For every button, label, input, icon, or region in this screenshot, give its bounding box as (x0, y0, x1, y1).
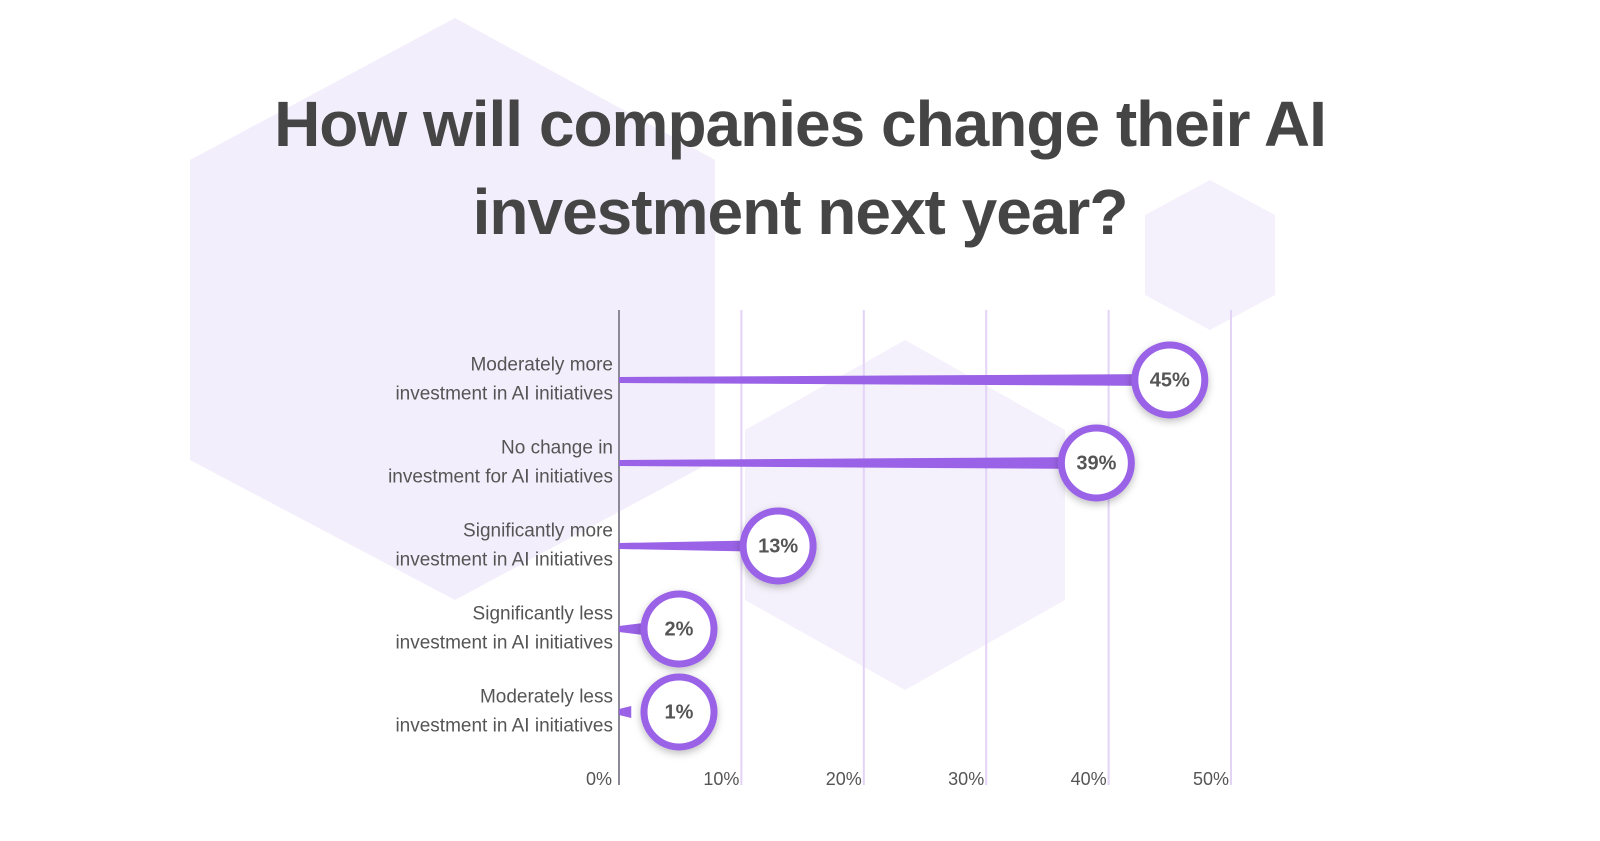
chart-title: How will companies change their AI inves… (274, 88, 1327, 248)
value-label: 45% (1150, 369, 1190, 391)
category-label: investment in AI initiatives (395, 633, 613, 654)
stem (619, 706, 632, 718)
stem (619, 457, 1097, 469)
stem (619, 540, 779, 552)
value-label: 2% (665, 618, 694, 640)
background (190, 18, 1275, 690)
value-bubble (640, 590, 718, 668)
x-tick-label: 40% (1071, 769, 1107, 789)
stem (619, 374, 1170, 386)
category-label: Significantly less (473, 604, 613, 625)
value-bubble (640, 673, 718, 751)
x-tick-label: 10% (703, 769, 739, 789)
category-label: investment in AI initiatives (395, 716, 613, 737)
category-label: Moderately more (470, 355, 613, 376)
stem (619, 623, 644, 635)
value-label: 39% (1076, 452, 1116, 474)
value-label: 13% (758, 535, 798, 557)
category-label: Significantly more (463, 521, 613, 542)
x-tick-label: 0% (586, 769, 612, 789)
x-tick-label: 20% (826, 769, 862, 789)
value-bubble (1131, 341, 1209, 419)
category-label: Moderately less (480, 687, 613, 708)
value-label: 1% (665, 701, 694, 723)
x-tick-label: 30% (948, 769, 984, 789)
value-bubble (1057, 424, 1135, 502)
value-bubble (739, 507, 817, 585)
marks: Moderately more investment in AI initiati… (388, 341, 1209, 751)
category-label: investment for AI initiatives (388, 467, 613, 488)
category-label: investment in AI initiatives (395, 550, 613, 571)
x-tick-label: 50% (1193, 769, 1229, 789)
category-label: No change in (501, 438, 613, 459)
category-label: investment in AI initiatives (395, 384, 613, 405)
